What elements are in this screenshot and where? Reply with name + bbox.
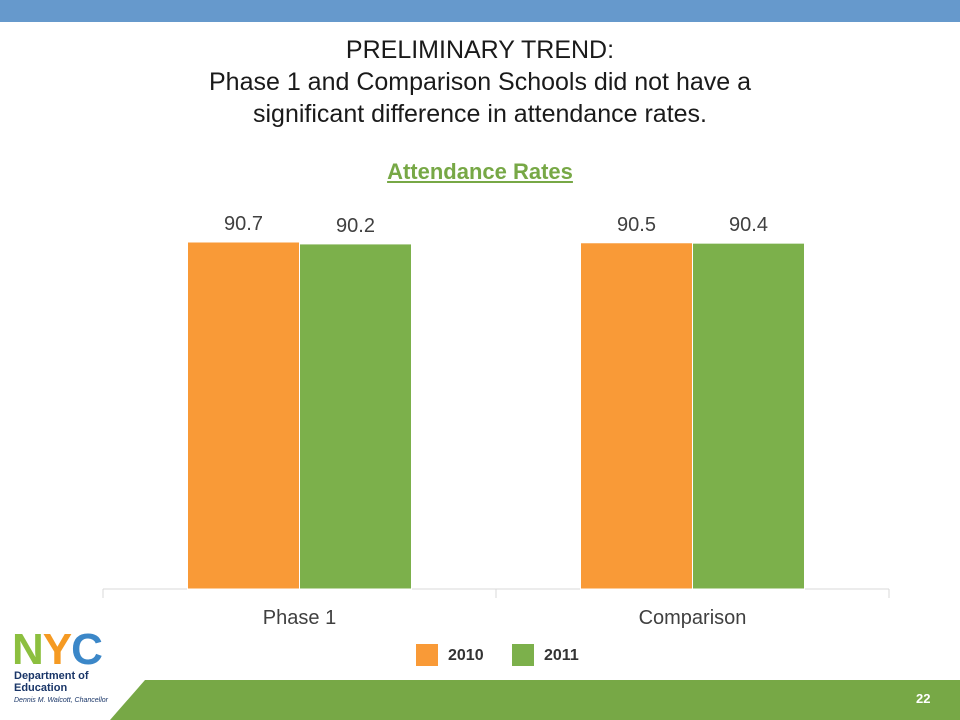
slide-title-line-1: PRELIMINARY TREND: xyxy=(345,36,615,64)
logo-letter-n: N xyxy=(12,625,44,674)
category-label-comparison: Comparison xyxy=(639,607,747,629)
slide-title-line-3: significant difference in attendance rat… xyxy=(253,100,707,128)
logo-letter-c: C xyxy=(71,625,103,674)
slide-title: PRELIMINARY TREND: Phase 1 and Compariso… xyxy=(80,34,880,130)
bottom-band xyxy=(110,680,960,720)
logo-chancellor: Dennis M. Walcott, Chancellor xyxy=(14,697,109,704)
bar-phase-1-2011 xyxy=(299,243,412,590)
data-label-comparison-2011: 90.4 xyxy=(729,214,768,236)
bar-comparison-2011 xyxy=(692,242,805,590)
bar-chart: 90.7 90.2 Phase 1 90.5 90.4 Comparison xyxy=(102,213,890,629)
slide-title-line-2: Phase 1 and Comparison Schools did not h… xyxy=(208,68,752,96)
logo-letter-y: Y xyxy=(42,625,72,674)
legend-swatch-2011 xyxy=(512,644,534,666)
data-label-phase-1-2011: 90.2 xyxy=(336,215,375,237)
chart-title: Attendance Rates xyxy=(387,159,573,184)
page-number: 22 xyxy=(916,691,931,706)
nyc-doe-logo: NYC Department of Education Dennis M. Wa… xyxy=(12,628,137,710)
logo-department: Department of Education xyxy=(14,670,89,694)
bar-phase-1-2010 xyxy=(187,241,300,590)
legend-label-2010: 2010 xyxy=(448,647,484,664)
data-label-phase-1-2010: 90.7 xyxy=(224,213,263,235)
data-label-comparison-2010: 90.5 xyxy=(617,214,656,236)
bar-comparison-2010 xyxy=(580,242,693,590)
bottom-band-shape xyxy=(110,680,960,720)
logo-letters: NYC xyxy=(12,628,103,672)
legend-swatch-2010 xyxy=(416,644,438,666)
legend-label-2011: 2011 xyxy=(544,647,579,664)
top-band xyxy=(0,0,960,22)
category-label-phase-1: Phase 1 xyxy=(263,607,336,629)
